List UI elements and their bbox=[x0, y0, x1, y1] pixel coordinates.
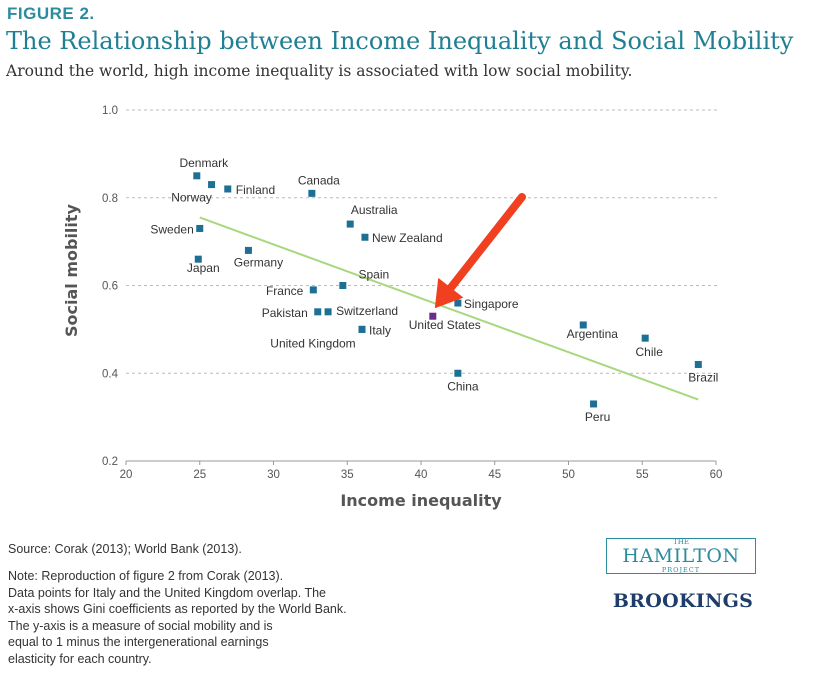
chart-note: Note: Reproduction of figure 2 from Cora… bbox=[8, 568, 448, 667]
callout-arrow-head bbox=[434, 277, 464, 309]
chart-subtitle: Around the world, high income inequality… bbox=[6, 62, 633, 80]
data-point bbox=[454, 369, 462, 377]
data-point bbox=[590, 400, 598, 408]
data-label: Pakistan bbox=[262, 306, 308, 320]
data-point bbox=[339, 282, 347, 289]
note-line: Data points for Italy and the United Kin… bbox=[8, 585, 327, 600]
data-point bbox=[694, 360, 702, 368]
hamilton-project-text: PROJECT bbox=[661, 566, 701, 574]
y-tick-label: 0.8 bbox=[102, 193, 118, 205]
data-label: Australia bbox=[351, 203, 398, 217]
x-tick-label: 20 bbox=[120, 469, 133, 481]
note-line: equal to 1 minus the intergenerational e… bbox=[8, 635, 269, 649]
note-line: elasticity for each country. bbox=[8, 651, 152, 666]
data-label: Sweden bbox=[150, 222, 193, 236]
data-point bbox=[193, 172, 201, 180]
source-note: Source: Corak (2013); World Bank (2013). bbox=[8, 542, 242, 556]
scatter-chart: 0.2 0.4 0.6 0.8 1.0 20 25 30 35 40 45 50 55 60 Income … bbox=[62, 105, 722, 510]
x-tick-label: 30 bbox=[267, 469, 280, 481]
x-tick-label: 35 bbox=[341, 469, 354, 481]
data-point bbox=[346, 220, 354, 228]
trendline bbox=[199, 216, 699, 401]
data-point bbox=[358, 325, 366, 333]
data-label: United States bbox=[409, 318, 481, 332]
data-point bbox=[196, 224, 204, 232]
hamilton-name-text: HAMILTON bbox=[622, 545, 740, 567]
y-tick-label: 0.2 bbox=[102, 456, 118, 468]
data-label: New Zealand bbox=[372, 231, 443, 245]
y-tick-label: 1.0 bbox=[102, 105, 118, 117]
y-tick-label: 0.6 bbox=[102, 281, 118, 293]
note-line: Note: Reproduction of figure 2 from Cora… bbox=[8, 569, 284, 583]
x-tick-label: 55 bbox=[636, 469, 649, 481]
data-point bbox=[454, 299, 462, 307]
x-tick-label: 45 bbox=[488, 469, 501, 481]
data-label: Germany bbox=[234, 255, 283, 269]
brookings-logo: BROOKINGS bbox=[612, 590, 754, 612]
x-tick-label: 40 bbox=[415, 469, 428, 481]
data-label: Singapore bbox=[464, 297, 519, 311]
data-point bbox=[194, 255, 202, 263]
data-label: Argentina bbox=[567, 327, 619, 341]
data-label: Chile bbox=[636, 345, 664, 359]
data-label: Italy bbox=[369, 323, 391, 337]
x-tick-label: 25 bbox=[193, 469, 206, 481]
data-label: France bbox=[266, 284, 304, 298]
data-label: Denmark bbox=[179, 156, 229, 170]
data-label: Spain bbox=[358, 268, 389, 282]
figure-label: FIGURE 2. bbox=[7, 4, 95, 23]
y-axis-title: Social mobility bbox=[62, 203, 81, 337]
data-point bbox=[641, 334, 649, 342]
data-point bbox=[579, 321, 587, 329]
data-label: United Kingdom bbox=[270, 336, 355, 350]
data-point bbox=[361, 233, 369, 241]
data-label: Switzerland bbox=[336, 304, 398, 318]
data-point bbox=[324, 308, 332, 316]
data-label: Norway bbox=[171, 191, 212, 205]
data-label: China bbox=[447, 379, 479, 393]
note-line: x-axis shows Gini coefficients as report… bbox=[8, 602, 347, 616]
hamilton-the-text: THE bbox=[673, 538, 689, 546]
note-line: The y-axis is a measure of social mobili… bbox=[8, 618, 273, 633]
data-label: Finland bbox=[236, 183, 275, 197]
grid-lines bbox=[126, 109, 720, 374]
data-point bbox=[314, 308, 322, 316]
data-label: Canada bbox=[298, 173, 340, 187]
hamilton-project-logo: THE HAMILTON PROJECT bbox=[606, 538, 756, 574]
data-point bbox=[224, 185, 232, 193]
data-label: Japan bbox=[187, 261, 220, 275]
callout-arrow-shaft bbox=[446, 193, 526, 292]
data-point bbox=[309, 286, 317, 294]
data-point bbox=[429, 312, 437, 320]
data-label: Brazil bbox=[688, 370, 718, 384]
data-point bbox=[244, 246, 252, 254]
data-points bbox=[193, 172, 702, 408]
chart-title: The Relationship between Income Inequali… bbox=[6, 27, 794, 55]
point-labels: Denmark Norway Finland Canada Sweden Australi… bbox=[150, 156, 718, 424]
x-tick-label: 50 bbox=[562, 469, 575, 481]
x-tick-label: 60 bbox=[710, 469, 723, 481]
callout-arrow-group bbox=[434, 193, 526, 309]
data-point bbox=[308, 189, 316, 197]
data-point bbox=[208, 181, 216, 189]
trendline-group bbox=[199, 216, 699, 401]
y-tick-label: 0.4 bbox=[102, 368, 119, 380]
x-axis-title: Income inequality bbox=[340, 491, 502, 510]
data-label: Peru bbox=[585, 410, 610, 424]
axes: 0.2 0.4 0.6 0.8 1.0 20 25 30 35 40 45 50 55 60 Income … bbox=[62, 105, 722, 510]
